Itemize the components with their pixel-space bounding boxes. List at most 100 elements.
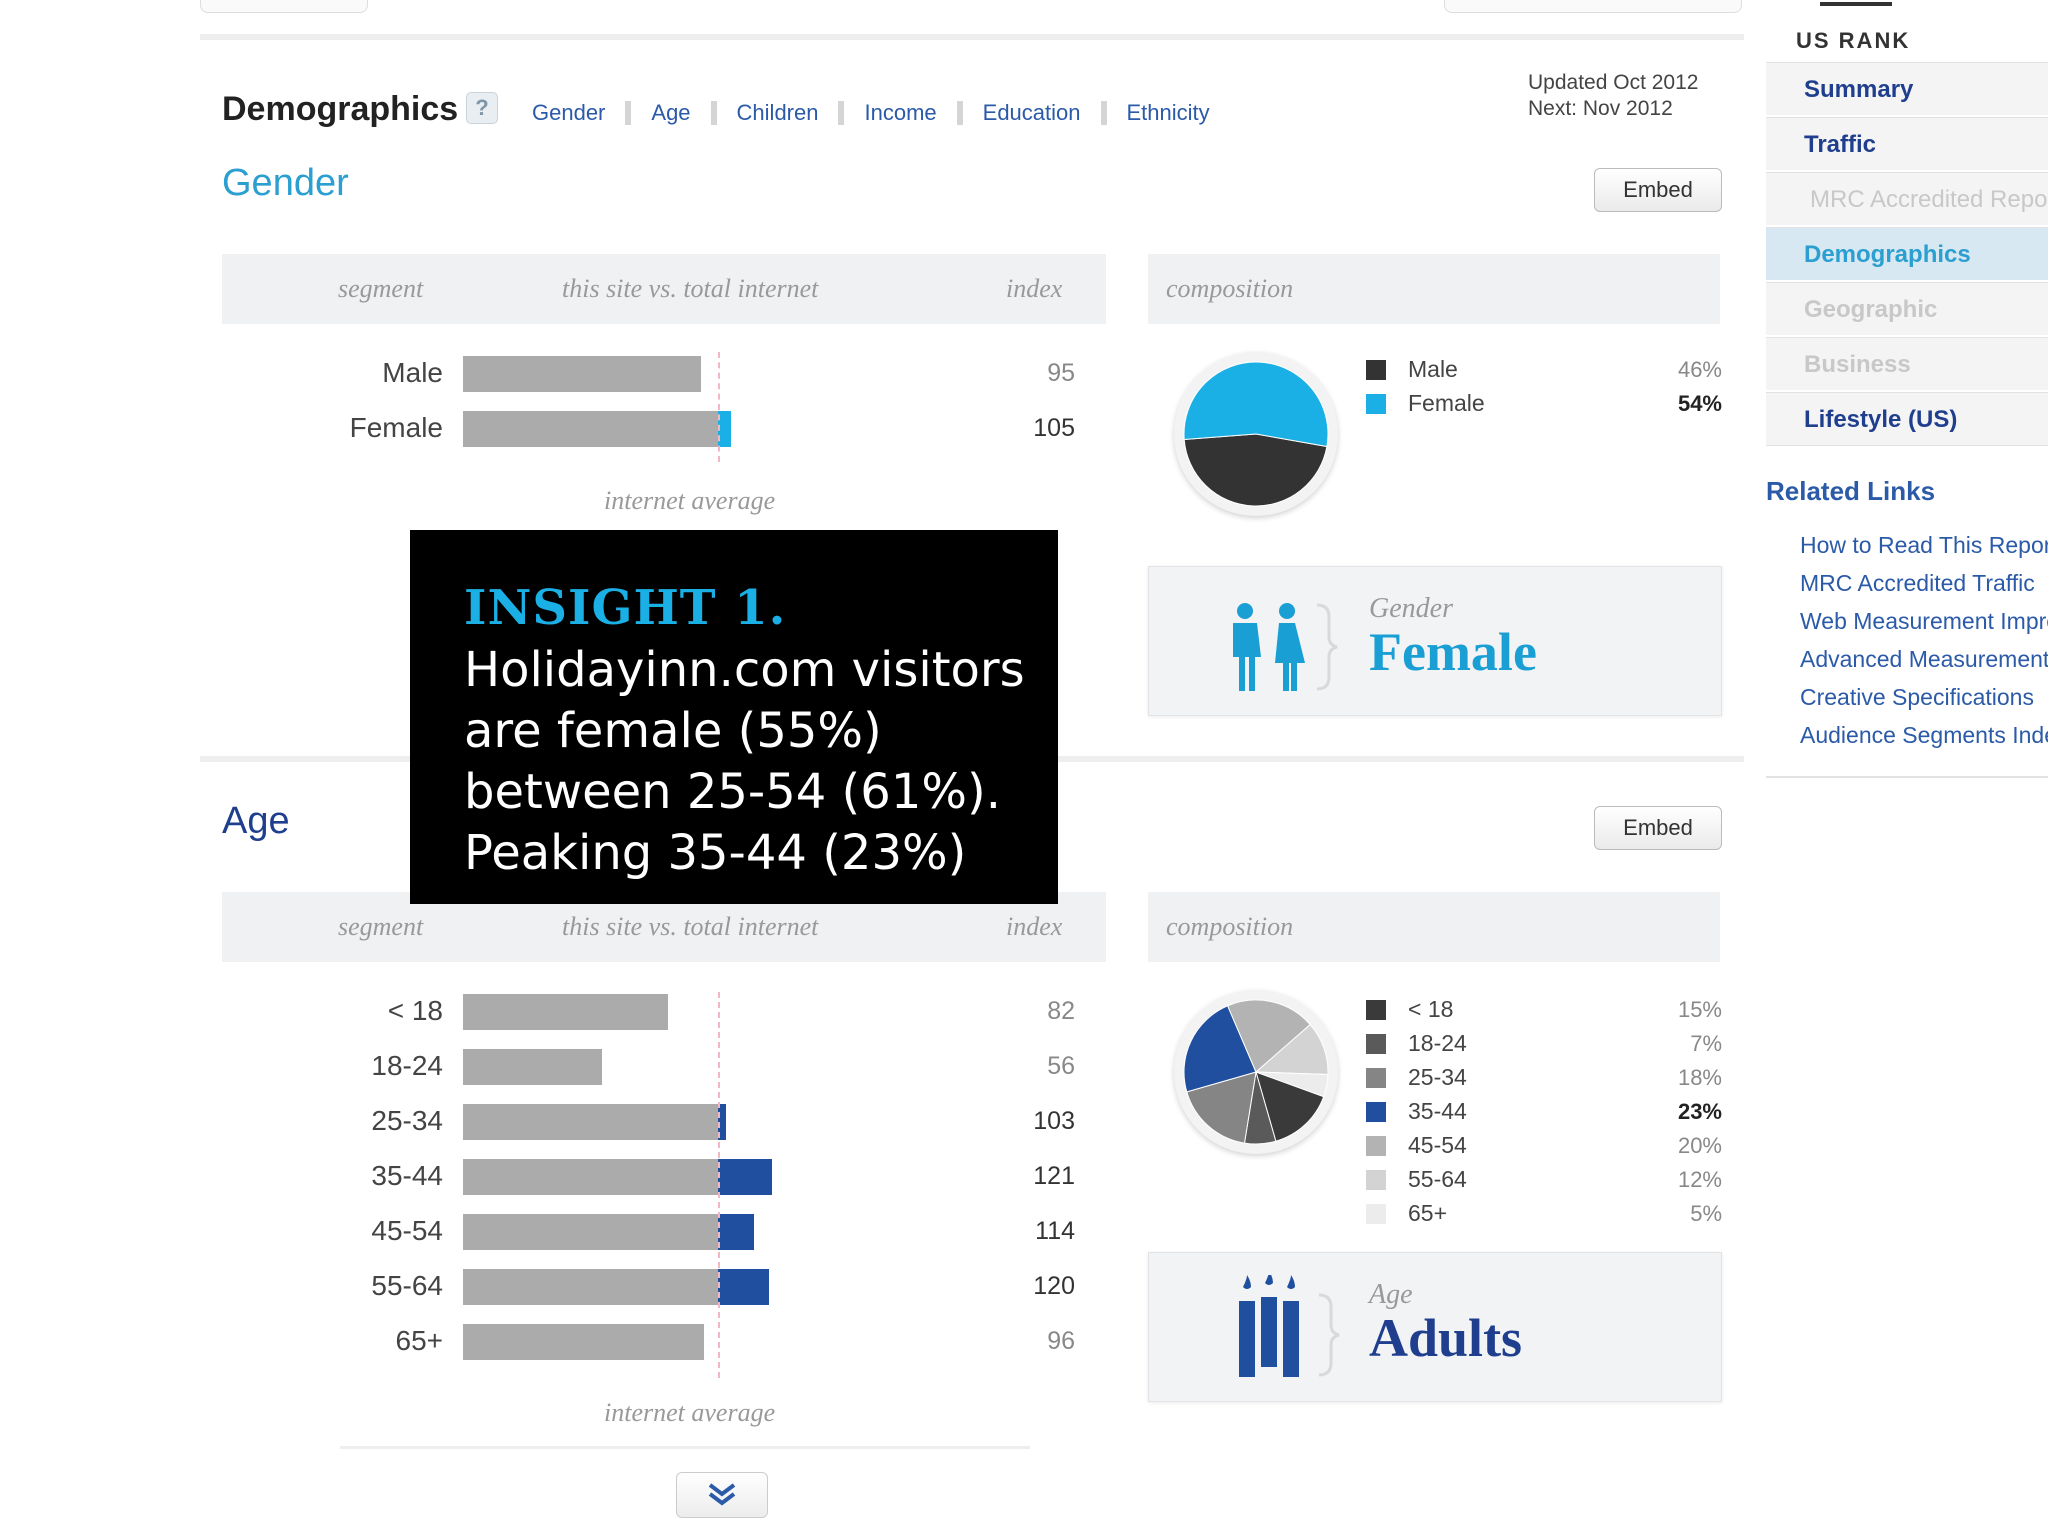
updated-date: Updated Oct 2012	[1528, 71, 1699, 94]
bar-label: 55-64	[371, 1270, 443, 1301]
legend-percent: 12%	[1677, 1167, 1722, 1192]
sidebar-item-demographics[interactable]: Demographics	[1766, 227, 2048, 280]
pie-slice	[1183, 433, 1328, 507]
bar-label: < 18	[387, 995, 443, 1026]
age-composition-header: composition	[1148, 892, 1720, 962]
bar-above-average	[718, 1214, 754, 1250]
help-icon[interactable]: ?	[466, 92, 498, 124]
sidebar-bottom-divider	[1766, 776, 2048, 778]
sidebar-item-label: MRC Accredited Report	[1810, 186, 2048, 213]
legend-swatch	[1366, 394, 1386, 414]
bar-label: 35-44	[371, 1160, 443, 1191]
double-chevron-down-icon	[708, 1483, 736, 1506]
header-composition: composition	[1166, 274, 1294, 303]
pie-slice	[1226, 999, 1311, 1073]
nav-separator	[1100, 101, 1107, 125]
bar-above-average	[718, 1269, 769, 1305]
legend-label: Female	[1408, 390, 1485, 416]
legend-swatch	[1366, 1034, 1386, 1054]
related-link[interactable]: Advanced Measurement	[1800, 646, 2048, 672]
bar-index-value: 114	[1035, 1217, 1075, 1245]
legend-swatch	[1366, 360, 1386, 380]
related-link[interactable]: Web Measurement Improvements	[1800, 608, 2048, 634]
update-info: Updated Oct 2012 Next: Nov 2012	[1528, 70, 1698, 122]
nav-education[interactable]: Education	[982, 100, 1081, 125]
bar-label: 45-54	[371, 1215, 443, 1246]
header-comparison: this site vs. total internet	[562, 912, 819, 941]
age-pie	[1174, 990, 1338, 1154]
section-nav: Gender Age Children Income Education Eth…	[532, 100, 1210, 126]
bar-index-value: 105	[1033, 414, 1075, 442]
nav-children[interactable]: Children	[736, 100, 819, 125]
related-link[interactable]: Creative Specifications	[1800, 684, 2034, 710]
legend-percent: 54%	[1677, 391, 1722, 416]
bar-above-average	[718, 1104, 726, 1140]
insight-heading: INSIGHT 1.	[464, 580, 787, 636]
header-index: index	[1006, 274, 1063, 303]
legend-label: 55-64	[1408, 1166, 1467, 1192]
insight-text: Holidayinn.com visitors are female (55%)…	[464, 640, 1044, 884]
nav-gender[interactable]: Gender	[532, 100, 606, 125]
gender-callout-category: Gender	[1369, 593, 1453, 624]
related-link[interactable]: How to Read This Report	[1800, 532, 2048, 558]
legend-label: 25-34	[1408, 1064, 1467, 1090]
legend-swatch	[1366, 1136, 1386, 1156]
candles-icon	[1239, 1275, 1340, 1377]
sidebar-item-label: Business	[1804, 351, 1911, 378]
sidebar-item-label: Demographics	[1804, 241, 1971, 268]
age-title: Age	[222, 800, 290, 842]
pie-slice	[1186, 1071, 1257, 1144]
sidebar-item-summary[interactable]: Summary	[1766, 62, 2048, 115]
sidebar-top-mark	[1820, 2, 1892, 6]
gender-embed-button[interactable]: Embed	[1594, 168, 1722, 212]
header-index: index	[1006, 912, 1063, 941]
bar-index-value: 95	[1047, 359, 1075, 387]
bar-label: 18-24	[371, 1050, 443, 1081]
legend-swatch	[1366, 1102, 1386, 1122]
age-callout-value: Adults	[1369, 1308, 1523, 1368]
age-callout-category: Age	[1369, 1279, 1413, 1310]
bar	[463, 994, 669, 1030]
gender-pie	[1174, 352, 1338, 516]
bar-index-value: 103	[1033, 1107, 1075, 1135]
legend-swatch	[1366, 1000, 1386, 1020]
scroll-down-button[interactable]	[676, 1472, 768, 1518]
pie-slice	[1255, 1071, 1325, 1142]
top-tab-right[interactable]	[1444, 0, 1742, 13]
nav-age[interactable]: Age	[651, 100, 691, 125]
related-link[interactable]: Audience Segments Index	[1800, 722, 2048, 748]
header-composition: composition	[1166, 912, 1294, 941]
sidebar-item-lifestyle[interactable]: Lifestyle (US)	[1766, 392, 2048, 446]
legend-percent: 23%	[1677, 1099, 1722, 1124]
sidebar-item-label: Traffic	[1804, 131, 1877, 158]
legend-percent: 18%	[1677, 1065, 1722, 1090]
gender-callout-value: Female	[1369, 622, 1537, 682]
related-link[interactable]: MRC Accredited Traffic	[1800, 570, 2035, 596]
bar	[463, 356, 702, 392]
nav-ethnicity[interactable]: Ethnicity	[1126, 100, 1210, 125]
sidebar-item-traffic[interactable]: Traffic	[1766, 117, 2048, 170]
legend-label: < 18	[1408, 996, 1454, 1022]
nav-income[interactable]: Income	[864, 100, 937, 125]
age-average-line	[718, 992, 720, 1378]
us-rank-label: US RANK	[1796, 28, 1911, 53]
bar-label: Male	[382, 357, 443, 388]
sidebar-item-business: Business	[1766, 337, 2048, 390]
nav-separator	[838, 101, 845, 125]
gender-callout-card: Gender Female	[1148, 566, 1722, 716]
insight-line: Peaking 35-44 (23%)	[464, 825, 967, 881]
legend-percent: 5%	[1690, 1201, 1722, 1226]
age-embed-button[interactable]: Embed	[1594, 806, 1722, 850]
people-icon	[1233, 603, 1338, 691]
bar-index-value: 96	[1047, 1327, 1075, 1355]
gender-average-line	[718, 352, 720, 462]
bar-above-average	[718, 1159, 772, 1195]
next-update: Next: Nov 2012	[1528, 97, 1673, 120]
insight-line: between 25-54 (61%).	[464, 764, 1001, 820]
bar-label: 65+	[395, 1325, 444, 1356]
bar	[463, 1269, 718, 1305]
page-title: Demographics	[222, 90, 459, 128]
header-segment: segment	[338, 274, 424, 303]
age-average-label: internet average	[604, 1398, 776, 1427]
top-tab-left[interactable]	[200, 0, 368, 13]
